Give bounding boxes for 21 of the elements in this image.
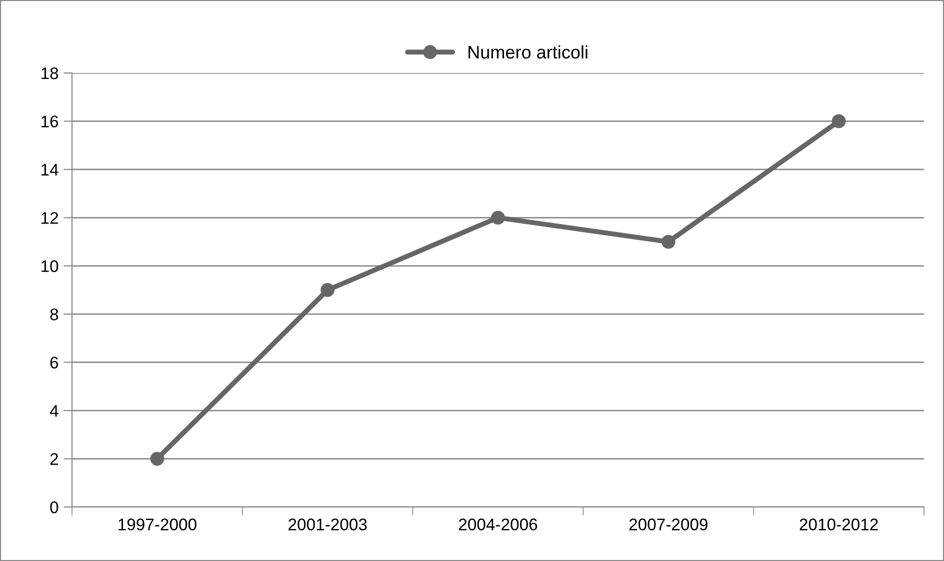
x-tick-label: 2010-2012 [800, 518, 878, 530]
y-tick-label: 10 [42, 260, 58, 272]
y-tick-label: 0 [50, 501, 58, 514]
y-tick-label: 12 [42, 212, 58, 224]
y-tick-label: 4 [50, 405, 58, 417]
point [661, 234, 676, 249]
x-tick-label: 2004-2006 [458, 518, 538, 530]
x-tick-label: 2007-2009 [629, 518, 708, 530]
point [150, 452, 164, 466]
x-tick-label: 2001-2003 [288, 518, 367, 530]
point [491, 210, 505, 225]
y-tick-label: 6 [50, 356, 58, 369]
y-tick-label: 8 [50, 308, 58, 320]
point [832, 114, 846, 128]
legend-label: Numero articoli [468, 45, 588, 59]
x-tick-label: 1997-2000 [118, 518, 196, 530]
point [320, 283, 335, 297]
y-tick-label: 18 [42, 67, 58, 80]
y-tick-label: 14 [42, 164, 58, 176]
y-tick-label: 16 [42, 116, 58, 128]
y-tick-label: 2 [50, 453, 58, 465]
